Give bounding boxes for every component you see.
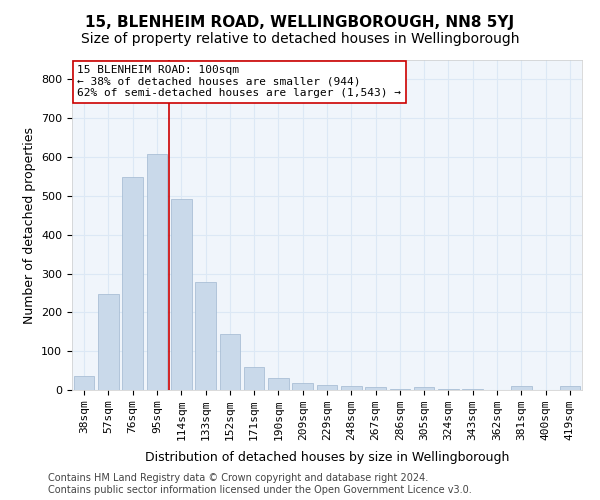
Bar: [389, 389, 410, 390]
Text: Contains HM Land Registry data © Crown copyright and database right 2024.
Contai: Contains HM Land Registry data © Crown c…: [48, 474, 472, 495]
Bar: [171, 199, 191, 390]
Bar: [317, 384, 337, 390]
Bar: [244, 368, 265, 390]
Bar: [146, 154, 167, 390]
Bar: [74, 376, 94, 390]
Bar: [292, 383, 313, 390]
Bar: [560, 386, 580, 390]
Text: Size of property relative to detached houses in Wellingborough: Size of property relative to detached ho…: [81, 32, 519, 46]
Bar: [195, 282, 216, 390]
Bar: [365, 386, 386, 390]
Bar: [341, 386, 362, 390]
X-axis label: Distribution of detached houses by size in Wellingborough: Distribution of detached houses by size …: [145, 452, 509, 464]
Bar: [438, 389, 459, 390]
Bar: [122, 177, 143, 390]
Bar: [414, 387, 434, 390]
Bar: [98, 294, 119, 390]
Bar: [220, 334, 240, 390]
Bar: [463, 389, 483, 390]
Text: 15, BLENHEIM ROAD, WELLINGBOROUGH, NN8 5YJ: 15, BLENHEIM ROAD, WELLINGBOROUGH, NN8 5…: [85, 15, 515, 30]
Bar: [268, 378, 289, 390]
Text: 15 BLENHEIM ROAD: 100sqm
← 38% of detached houses are smaller (944)
62% of semi-: 15 BLENHEIM ROAD: 100sqm ← 38% of detach…: [77, 65, 401, 98]
Y-axis label: Number of detached properties: Number of detached properties: [23, 126, 35, 324]
Bar: [511, 386, 532, 390]
